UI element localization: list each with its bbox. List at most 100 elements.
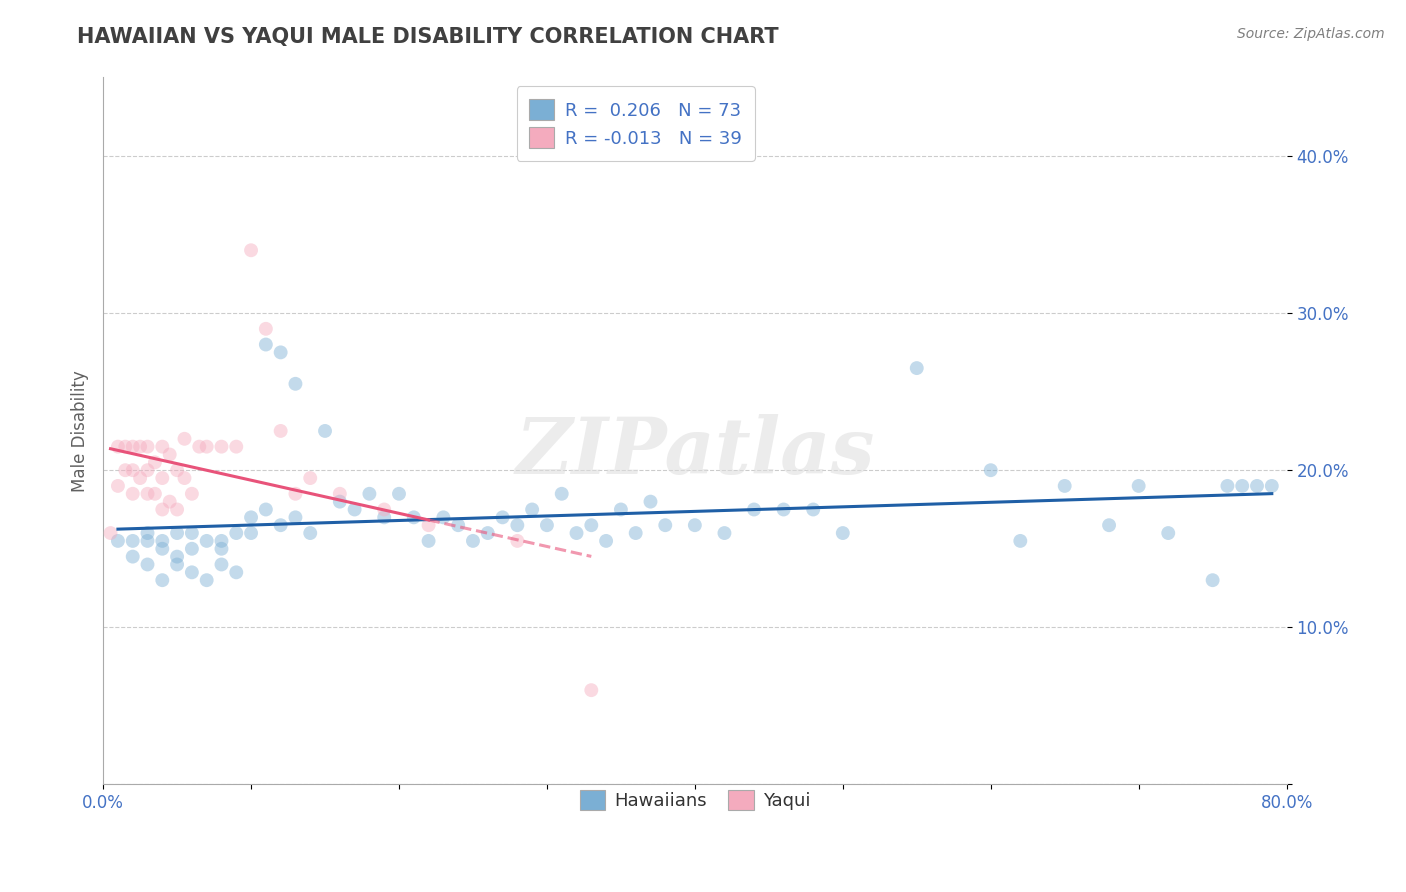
Point bbox=[254, 337, 277, 351]
Point bbox=[195, 573, 218, 587]
Point bbox=[195, 533, 218, 548]
Point bbox=[143, 455, 166, 469]
Point bbox=[373, 510, 395, 524]
Point bbox=[270, 345, 292, 359]
Point bbox=[107, 479, 129, 493]
Point bbox=[713, 526, 735, 541]
Point bbox=[1157, 526, 1180, 541]
Point bbox=[121, 533, 143, 548]
Point bbox=[150, 573, 173, 587]
Text: Source: ZipAtlas.com: Source: ZipAtlas.com bbox=[1237, 27, 1385, 41]
Text: ZIPatlas: ZIPatlas bbox=[515, 414, 875, 491]
Point bbox=[801, 502, 824, 516]
Point bbox=[211, 440, 233, 454]
Point bbox=[1232, 479, 1254, 493]
Point bbox=[225, 440, 247, 454]
Point bbox=[240, 244, 263, 258]
Point bbox=[506, 533, 529, 548]
Point bbox=[211, 541, 233, 556]
Point bbox=[299, 471, 322, 485]
Point bbox=[1216, 479, 1239, 493]
Point bbox=[595, 533, 617, 548]
Point bbox=[211, 533, 233, 548]
Point bbox=[225, 526, 247, 541]
Point bbox=[742, 502, 765, 516]
Point bbox=[388, 487, 411, 501]
Point bbox=[581, 683, 603, 698]
Point bbox=[225, 566, 247, 580]
Point bbox=[1201, 573, 1223, 587]
Point bbox=[136, 526, 159, 541]
Point bbox=[195, 440, 218, 454]
Point bbox=[520, 502, 543, 516]
Point bbox=[254, 502, 277, 516]
Point bbox=[491, 510, 513, 524]
Y-axis label: Male Disability: Male Disability bbox=[72, 370, 89, 491]
Point bbox=[121, 463, 143, 477]
Point bbox=[477, 526, 499, 541]
Point bbox=[166, 463, 188, 477]
Point bbox=[166, 526, 188, 541]
Point bbox=[270, 424, 292, 438]
Point bbox=[150, 533, 173, 548]
Point bbox=[1261, 479, 1284, 493]
Point bbox=[240, 526, 263, 541]
Point bbox=[284, 510, 307, 524]
Text: HAWAIIAN VS YAQUI MALE DISABILITY CORRELATION CHART: HAWAIIAN VS YAQUI MALE DISABILITY CORREL… bbox=[77, 27, 779, 46]
Point bbox=[159, 494, 181, 508]
Point bbox=[100, 526, 122, 541]
Point bbox=[1010, 533, 1032, 548]
Point bbox=[506, 518, 529, 533]
Point bbox=[270, 518, 292, 533]
Point bbox=[136, 463, 159, 477]
Legend: Hawaiians, Yaqui: Hawaiians, Yaqui bbox=[565, 775, 824, 825]
Point bbox=[166, 549, 188, 564]
Point bbox=[447, 518, 470, 533]
Point bbox=[905, 361, 928, 376]
Point bbox=[240, 510, 263, 524]
Point bbox=[565, 526, 588, 541]
Point bbox=[180, 526, 202, 541]
Point bbox=[640, 494, 662, 508]
Point bbox=[461, 533, 484, 548]
Point bbox=[831, 526, 853, 541]
Point bbox=[129, 471, 152, 485]
Point bbox=[107, 440, 129, 454]
Point bbox=[107, 533, 129, 548]
Point bbox=[150, 541, 173, 556]
Point bbox=[418, 533, 440, 548]
Point bbox=[1246, 479, 1268, 493]
Point bbox=[136, 440, 159, 454]
Point bbox=[150, 440, 173, 454]
Point bbox=[624, 526, 647, 541]
Point bbox=[173, 471, 195, 485]
Point bbox=[581, 518, 603, 533]
Point bbox=[610, 502, 633, 516]
Point bbox=[284, 376, 307, 391]
Point bbox=[284, 487, 307, 501]
Point bbox=[136, 558, 159, 572]
Point bbox=[188, 440, 211, 454]
Point bbox=[136, 533, 159, 548]
Point bbox=[121, 440, 143, 454]
Point bbox=[1128, 479, 1150, 493]
Point bbox=[329, 487, 352, 501]
Point bbox=[654, 518, 676, 533]
Point bbox=[373, 502, 395, 516]
Point bbox=[418, 518, 440, 533]
Point bbox=[121, 549, 143, 564]
Point bbox=[211, 558, 233, 572]
Point bbox=[180, 566, 202, 580]
Point bbox=[254, 322, 277, 336]
Point bbox=[136, 487, 159, 501]
Point bbox=[299, 526, 322, 541]
Point bbox=[343, 502, 366, 516]
Point bbox=[359, 487, 381, 501]
Point bbox=[683, 518, 706, 533]
Point bbox=[114, 463, 136, 477]
Point bbox=[432, 510, 454, 524]
Point bbox=[150, 502, 173, 516]
Point bbox=[1053, 479, 1076, 493]
Point bbox=[180, 487, 202, 501]
Point bbox=[402, 510, 425, 524]
